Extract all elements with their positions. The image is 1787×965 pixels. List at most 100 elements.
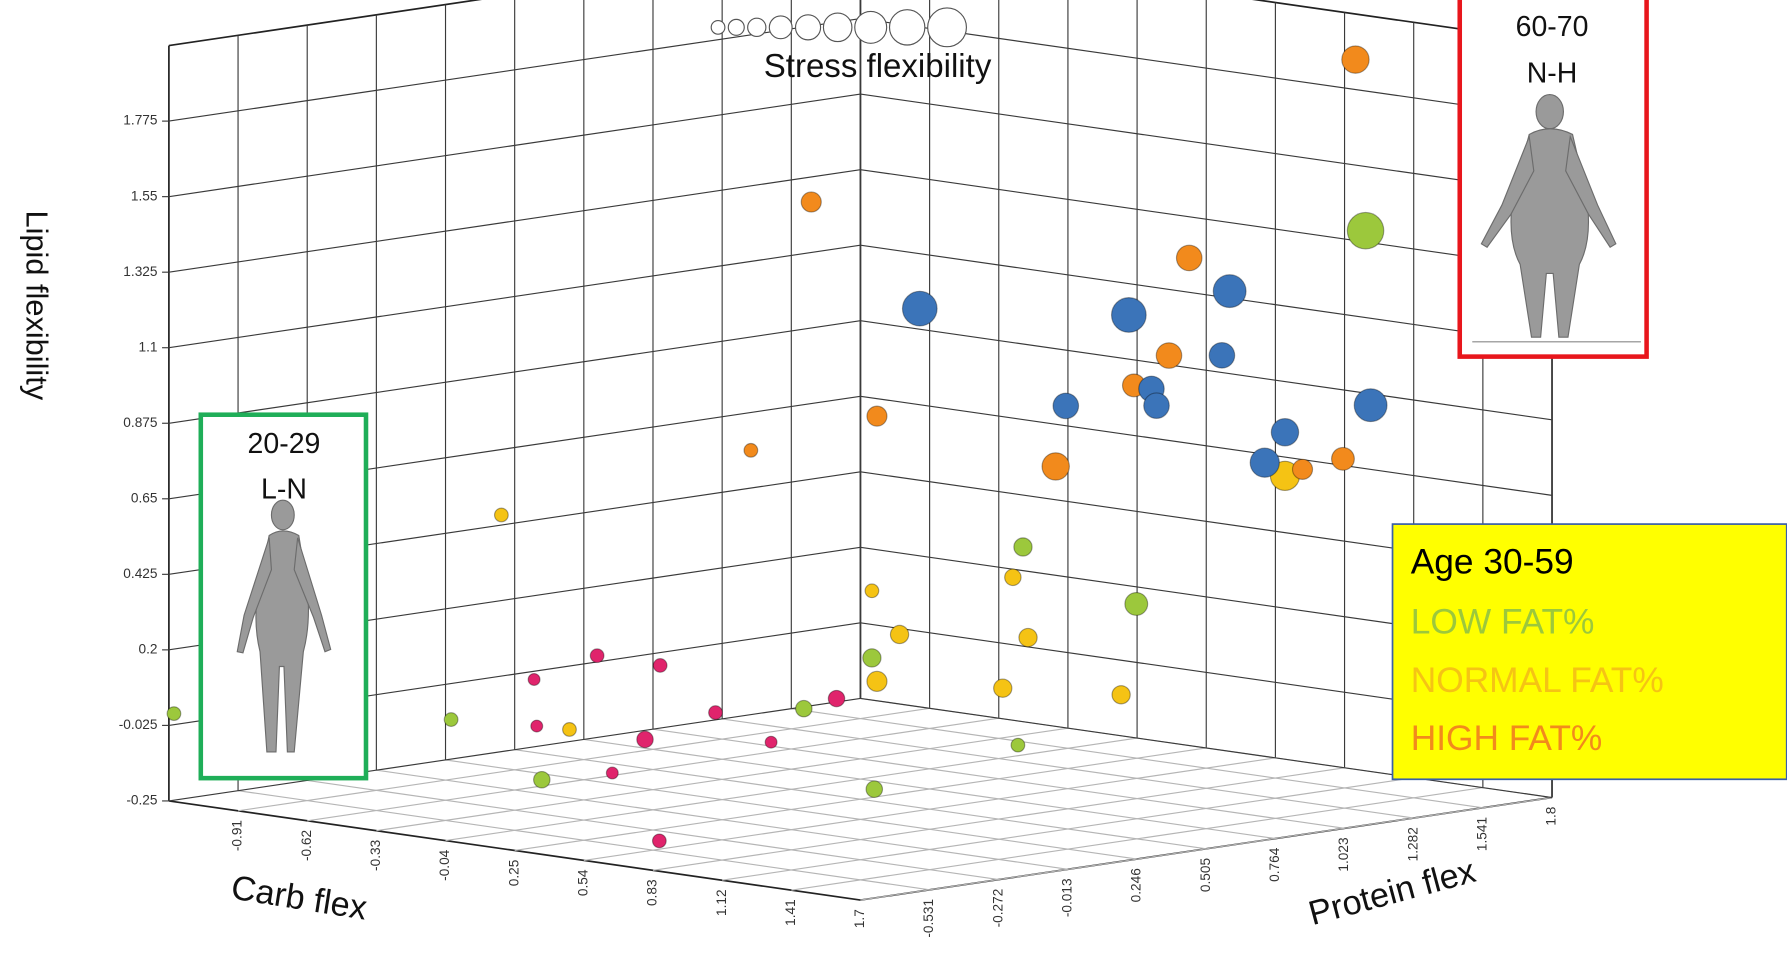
- data-point: [744, 444, 758, 458]
- data-point: [1014, 538, 1032, 556]
- x-tick-label: 0.83: [645, 879, 660, 906]
- data-point: [890, 625, 908, 643]
- data-point: [867, 671, 887, 691]
- data-point: [531, 720, 543, 732]
- chart: -0.25 -0.025 0.2 0.425 0.65 0.875 1.1 1.325 1.55…: [0, 0, 1787, 965]
- data-point: [865, 584, 879, 598]
- legend-entry: HIGH FAT%: [1411, 719, 1603, 758]
- data-point: [1213, 275, 1246, 308]
- z-tick-label: 0.65: [131, 490, 158, 505]
- floor-grid-line: [653, 729, 1345, 828]
- data-point: [637, 731, 653, 747]
- size-title: Stress flexibility: [764, 48, 992, 85]
- data-point: [866, 781, 882, 797]
- data-point: [167, 707, 181, 721]
- data-point: [796, 700, 812, 716]
- z-tick-label: 1.325: [123, 264, 158, 279]
- x-tick-label: -0.91: [230, 820, 245, 851]
- floor-grid-line: [376, 770, 1068, 869]
- data-point: [528, 674, 540, 686]
- floor-grid-line: [446, 760, 1138, 859]
- data-point: [1112, 298, 1147, 333]
- z-axis-title: Lipid flexibility: [19, 210, 54, 400]
- inset-title: 20-29: [248, 428, 321, 460]
- y-tick-label: 0.505: [1198, 858, 1213, 893]
- data-point: [1156, 343, 1182, 369]
- legend-entry: LOW FAT%: [1411, 603, 1595, 642]
- inset-title: 60-70: [1516, 11, 1589, 43]
- x-tick-label: -0.62: [299, 830, 314, 861]
- z-tick-label: 0.875: [123, 415, 158, 430]
- z-tick-label: -0.025: [119, 717, 158, 732]
- x-tick-label: 1.7: [852, 909, 867, 928]
- x-tick-label: 1.41: [783, 899, 798, 926]
- data-point: [1292, 459, 1312, 479]
- floor-grid-line: [307, 780, 999, 879]
- inset-subtitle: L-N: [261, 474, 307, 506]
- data-point: [1011, 738, 1025, 752]
- y-tick-label: 1.8: [1544, 807, 1559, 826]
- x-tick-label: -0.04: [437, 849, 452, 881]
- data-point: [653, 834, 667, 848]
- y-tick-label: -0.013: [1060, 878, 1075, 917]
- data-point: [1144, 393, 1170, 419]
- data-point: [1354, 389, 1387, 422]
- floor-grid-line: [515, 750, 1207, 849]
- inset-old: 60-70 N-H: [1460, 0, 1647, 357]
- data-point: [1125, 593, 1148, 616]
- data-point: [1250, 448, 1279, 477]
- inset-young: 20-29 L-N: [201, 415, 366, 778]
- y-tick-label: 0.246: [1129, 868, 1144, 902]
- y-tick-label: 0.764: [1267, 847, 1282, 882]
- x-tick-label: -0.33: [368, 840, 383, 871]
- data-point: [863, 649, 881, 667]
- data-point: [1019, 628, 1037, 646]
- y-tick-label: 1.282: [1405, 827, 1420, 861]
- z-tick-label: 1.1: [139, 339, 158, 354]
- data-point: [653, 659, 667, 673]
- data-point: [534, 772, 550, 788]
- x-tick-label: 1.12: [714, 889, 729, 916]
- z-tick-label: -0.25: [126, 793, 158, 808]
- floor-grid-line: [584, 739, 1276, 838]
- data-point: [902, 291, 937, 326]
- data-point: [1342, 46, 1369, 73]
- x-tick-label: 0.25: [506, 859, 521, 886]
- data-point: [563, 723, 577, 737]
- legend-entry: NORMAL FAT%: [1411, 661, 1664, 700]
- x-axis-title: Carb flex: [229, 869, 370, 928]
- legend-title: Age 30-59: [1411, 542, 1574, 581]
- inset-subtitle: N-H: [1527, 58, 1578, 90]
- z-tick-label: 1.775: [123, 113, 158, 128]
- data-point: [444, 713, 458, 727]
- z-tick-label: 0.2: [139, 641, 158, 656]
- data-point: [828, 690, 844, 706]
- data-point: [495, 508, 509, 522]
- y-tick-label: -0.531: [921, 899, 936, 938]
- size-legend: [711, 8, 966, 47]
- data-point: [1112, 686, 1130, 704]
- y-tick-label: 1.023: [1336, 837, 1351, 871]
- data-point: [709, 706, 723, 720]
- data-point: [867, 406, 887, 426]
- legend: Age 30-59 LOW FAT% NORMAL FAT% HIGH FAT%: [1393, 524, 1787, 779]
- data-point: [1347, 212, 1383, 248]
- data-point: [1332, 447, 1355, 470]
- data-point: [1176, 245, 1202, 271]
- y-axis-title: Protein flex: [1305, 852, 1480, 933]
- page: {"chart_data": { "type": "scatter3d", "s…: [0, 0, 1787, 965]
- data-point: [1053, 393, 1079, 419]
- z-tick-label: 1.55: [131, 188, 158, 203]
- data-point: [765, 736, 777, 748]
- data-point: [801, 192, 821, 212]
- data-point: [1271, 419, 1298, 446]
- data-point: [590, 649, 604, 663]
- data-point: [1005, 569, 1021, 585]
- x-tick-label: 0.54: [575, 869, 590, 896]
- data-point: [1209, 343, 1235, 369]
- floor-grid-line: [722, 719, 1414, 818]
- data-point: [606, 767, 618, 779]
- y-tick-label: -0.272: [990, 889, 1005, 928]
- z-tick-label: 0.425: [123, 566, 158, 581]
- y-tick-label: 1.541: [1474, 817, 1489, 851]
